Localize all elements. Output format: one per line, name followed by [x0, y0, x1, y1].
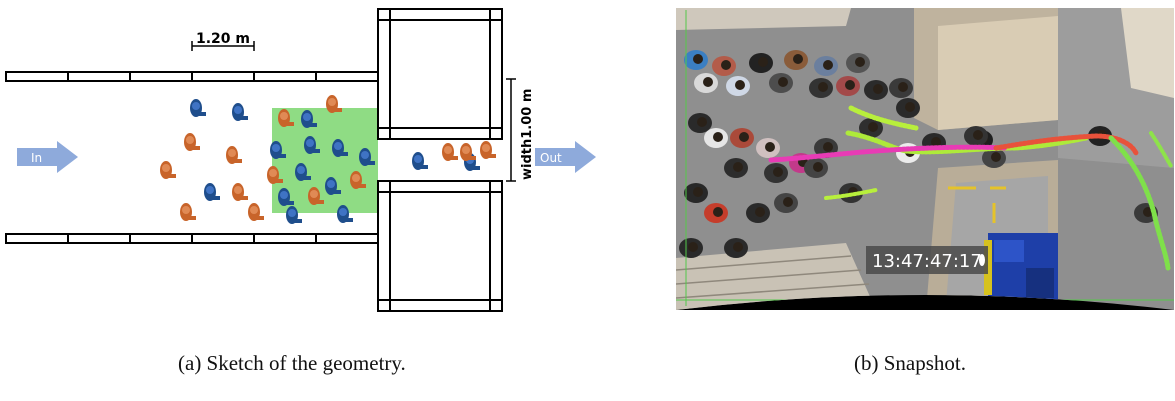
pedestrian-orange [160, 161, 176, 179]
pedestrian-orange [480, 141, 496, 159]
pedestrian-blue [286, 206, 302, 224]
corridor-bottom-wall [5, 233, 379, 244]
person-head [898, 82, 908, 92]
person-head [813, 162, 823, 172]
pedestrian-orange [442, 143, 458, 161]
pedestrian-blue [270, 141, 286, 159]
pedestrian-blue [304, 136, 320, 154]
out-arrow: Out [535, 141, 596, 173]
person-head [873, 84, 883, 94]
pedestrians [160, 95, 496, 224]
person-head [721, 60, 731, 70]
geometry-sketch: 1.20 m width1.00 m In Out [5, 8, 596, 312]
pedestrian-blue [359, 148, 375, 166]
upper-bottleneck-box [377, 8, 503, 140]
person-head [991, 152, 1001, 162]
person-head [855, 57, 865, 67]
out-arrow-label: Out [540, 151, 562, 165]
person-head [973, 130, 983, 140]
width-dimension-label: width1.00 m [520, 89, 535, 180]
segment-dimension-label: 1.20 m [196, 31, 250, 47]
person-head [758, 57, 768, 67]
pedestrian-orange [232, 183, 248, 201]
person-head [931, 137, 941, 147]
pedestrian-orange [326, 95, 342, 113]
caption-snapshot: (b) Snapshot. [854, 351, 966, 375]
pedestrian-blue [190, 99, 206, 117]
snapshot-panel: 13:47:47:17 [676, 8, 1174, 310]
pedestrian-orange [308, 187, 324, 205]
pedestrian-blue [295, 163, 311, 181]
person-head [693, 187, 703, 197]
pedestrian-blue [325, 177, 341, 195]
in-arrow-label: In [31, 151, 42, 165]
person-head [783, 197, 793, 207]
pedestrian-blue [412, 152, 428, 170]
corridor-top-wall [5, 71, 379, 82]
person-head [823, 142, 833, 152]
width-dimension: width1.00 m [506, 78, 535, 182]
trajectories [768, 105, 1173, 271]
person-head [697, 117, 707, 127]
person-head [713, 207, 723, 217]
pedestrian-orange [180, 203, 196, 221]
geometry-sketch-panel: 1.20 m width1.00 m In Out [0, 0, 610, 320]
person-head [713, 132, 723, 142]
person-head [735, 80, 745, 90]
pedestrian-blue [337, 205, 353, 223]
person-head [823, 60, 833, 70]
snapshot-image: 13:47:47:17 [676, 8, 1174, 310]
pedestrian-orange [184, 133, 200, 151]
timestamp-text: 13:47:47:17 [872, 251, 982, 272]
crowd [679, 50, 1158, 258]
lower-bottleneck-box [377, 180, 503, 312]
pedestrian-blue [204, 183, 220, 201]
pedestrian-orange [267, 166, 283, 184]
upper-box-floor [938, 16, 1058, 130]
caption-sketch: (a) Sketch of the geometry. [178, 351, 406, 375]
exit-wall [1121, 8, 1174, 98]
person-head [703, 77, 713, 87]
person-head [845, 80, 855, 90]
person-head [733, 162, 743, 172]
person-head [905, 102, 915, 112]
upper-left-wall [676, 8, 851, 30]
pedestrian-orange [350, 171, 366, 189]
person-head [733, 242, 743, 252]
pedestrian-orange [248, 203, 264, 221]
pedestrian-orange [460, 143, 476, 161]
person-head [868, 122, 878, 132]
person-head [739, 132, 749, 142]
person-head [1143, 207, 1153, 217]
person-head [765, 142, 775, 152]
pedestrian-orange [226, 146, 242, 164]
timestamp-box: 13:47:47:17 [866, 246, 988, 274]
person-head [793, 54, 803, 64]
person-head [818, 82, 828, 92]
pedestrian-blue [332, 139, 348, 157]
pedestrian-blue [278, 188, 294, 206]
person-head [688, 242, 698, 252]
person-head [693, 54, 703, 64]
segment-dimension: 1.20 m [191, 31, 255, 51]
pedestrian-orange [278, 109, 294, 127]
pedestrian-blue [232, 103, 248, 121]
person-head [755, 207, 765, 217]
person-head [773, 167, 783, 177]
in-arrow: In [17, 141, 78, 173]
pedestrian-blue [301, 110, 317, 128]
person-head [778, 77, 788, 87]
